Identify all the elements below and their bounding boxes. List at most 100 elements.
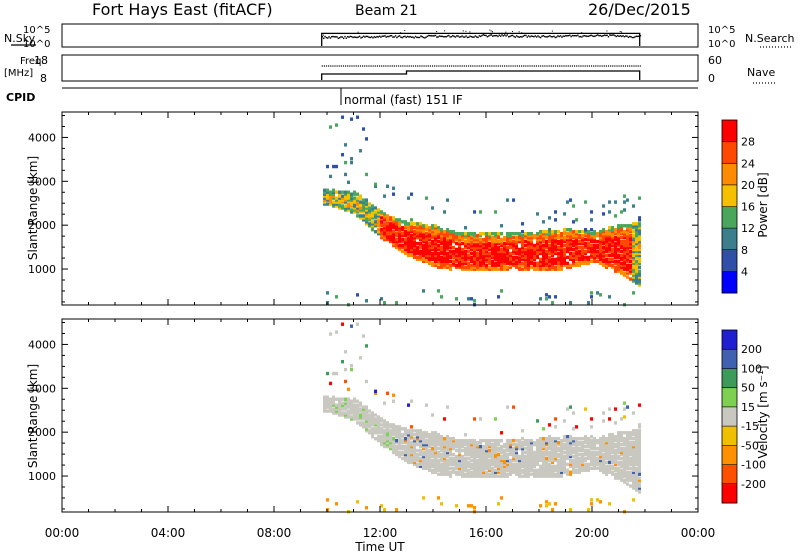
power-colorbar-tick-label: 20 xyxy=(741,179,755,192)
velocity-cell xyxy=(395,440,399,445)
velocity-cell xyxy=(389,438,393,443)
velocity-cell xyxy=(632,442,636,447)
power-cell xyxy=(431,263,435,267)
velocity-cell xyxy=(509,472,513,476)
velocity-cell xyxy=(533,442,537,447)
velocity-cell xyxy=(434,464,438,469)
power-cell xyxy=(386,216,390,220)
velocity-cell xyxy=(335,409,339,413)
nsky-point xyxy=(445,36,447,38)
nsky-point xyxy=(392,36,394,38)
power-cell xyxy=(521,257,525,262)
velocity-cell xyxy=(620,460,624,465)
velocity-cell xyxy=(494,474,498,478)
velocity-cell xyxy=(449,438,453,443)
velocity-cell xyxy=(413,454,417,459)
power-cell xyxy=(578,255,582,260)
velocity-cell xyxy=(509,468,513,472)
velocity-cell xyxy=(632,456,636,461)
nave-point xyxy=(478,65,480,67)
colorbar-segment xyxy=(722,206,737,229)
velocity-cell xyxy=(461,470,465,474)
velocity-cell xyxy=(623,407,627,411)
power-cell xyxy=(617,226,621,230)
power-cell xyxy=(632,239,636,244)
velocity-cell xyxy=(590,417,594,421)
velocity-cell xyxy=(638,444,642,449)
power-cell xyxy=(422,224,426,228)
velocity-cell xyxy=(488,466,492,471)
power-cell xyxy=(527,235,531,240)
power-cell xyxy=(545,235,549,240)
velocity-cell xyxy=(632,480,636,484)
power-cell xyxy=(536,237,540,242)
velocity-cell xyxy=(383,429,387,433)
power-cell xyxy=(560,231,564,236)
power-cell xyxy=(452,231,456,236)
power-cell xyxy=(575,241,579,246)
power-cell xyxy=(416,231,420,236)
power-cell xyxy=(539,243,543,248)
power-cell xyxy=(383,224,387,228)
velocity-cell xyxy=(587,464,591,469)
power-cell xyxy=(539,261,543,265)
power-cell xyxy=(491,255,495,260)
power-cell xyxy=(473,239,477,244)
power-cell xyxy=(413,239,417,244)
velocity-cell xyxy=(500,472,504,476)
nave-point xyxy=(603,65,605,67)
power-cell xyxy=(392,237,396,242)
velocity-cell xyxy=(347,401,351,405)
power-cell xyxy=(524,259,528,264)
velocity-cell xyxy=(377,417,381,421)
power-cell xyxy=(470,267,474,271)
power-cell xyxy=(638,228,642,232)
velocity-cell xyxy=(527,468,531,472)
velocity-cell xyxy=(572,470,576,474)
power-cell xyxy=(422,245,426,250)
velocity-cell xyxy=(431,440,435,445)
velocity-cell xyxy=(635,448,639,453)
power-cell xyxy=(533,243,537,248)
power-cell xyxy=(620,229,624,234)
velocity-cell xyxy=(383,508,387,512)
velocity-cell xyxy=(341,401,345,405)
velocity-cell xyxy=(506,464,510,469)
power-cell xyxy=(491,239,495,244)
power-cell xyxy=(584,237,588,242)
power-cell xyxy=(431,253,435,258)
velocity-cell xyxy=(389,423,393,427)
power-cell xyxy=(626,265,630,269)
velocity-cell xyxy=(554,466,558,471)
power-cell xyxy=(335,200,339,204)
velocity-cell xyxy=(494,450,498,455)
power-cell xyxy=(425,237,429,242)
nave-point xyxy=(398,65,400,67)
velocity-cell xyxy=(635,478,639,482)
power-cell xyxy=(332,190,336,194)
power-cell xyxy=(395,241,399,246)
velocity-cell xyxy=(560,462,564,467)
velocity-cell xyxy=(368,425,372,429)
power-cell xyxy=(611,251,615,256)
power-cell xyxy=(569,231,573,236)
velocity-cell xyxy=(500,456,504,461)
power-cell xyxy=(395,218,399,222)
velocity-cell xyxy=(389,444,393,449)
power-cell xyxy=(554,249,558,254)
power-cell xyxy=(632,273,636,277)
power-cell xyxy=(506,241,510,246)
nave-point xyxy=(567,65,569,67)
velocity-cell xyxy=(569,472,573,476)
power-cell xyxy=(626,243,630,248)
velocity-cell xyxy=(485,438,489,443)
x-tick-label: 20:00 xyxy=(575,526,610,540)
velocity-cell xyxy=(551,440,555,445)
velocity-cell xyxy=(560,442,564,447)
velocity-cell xyxy=(593,462,597,467)
velocity-cell xyxy=(440,442,444,447)
power-cell xyxy=(362,208,366,212)
nave-point xyxy=(425,65,427,67)
velocity-cell xyxy=(446,452,450,457)
power-cell xyxy=(527,247,531,252)
